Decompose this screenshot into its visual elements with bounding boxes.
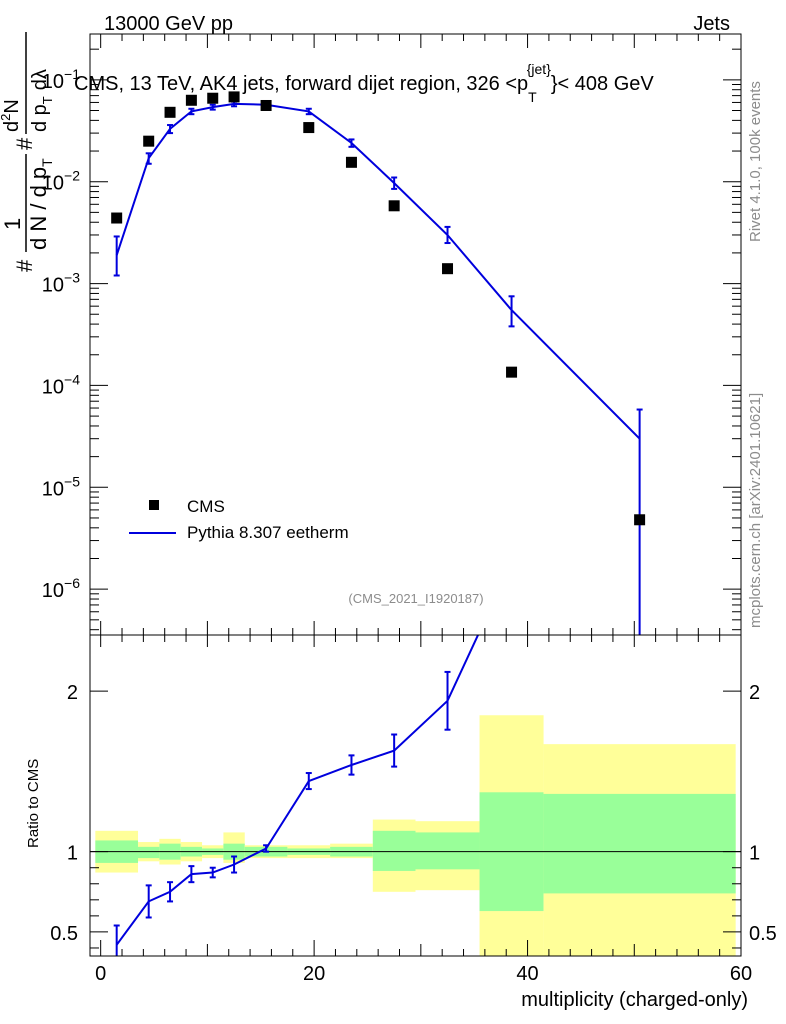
analysis-group-label: Jets <box>693 13 730 35</box>
x-tick-label: 20 <box>303 963 325 985</box>
cms-data-point <box>634 514 646 526</box>
cms-data-point <box>111 212 123 224</box>
ratio-y-tick-label-right: 2 <box>749 682 760 704</box>
ratio-ticks: 0.5 0.51 12 20 20 40 60 <box>50 635 777 985</box>
cms-data-point <box>143 135 155 147</box>
svg-text:d2N: d2N <box>0 99 23 132</box>
x-tick-label: 60 <box>730 963 752 985</box>
x-tick-label: 0 <box>95 963 106 985</box>
svg-text:d pTdλ: d pTdλ <box>29 69 55 132</box>
main-y-axis-label: # 1 d N / d pT # d2N d pTdλ <box>0 32 55 272</box>
ratio-uncertainty-bands <box>95 715 736 956</box>
plot-title: CMS, 13 TeV, AK4 jets, forward dijet reg… <box>74 61 654 105</box>
mcplots-label: mcplots.cern.ch [arXiv:2401.10621] <box>747 393 764 628</box>
svg-text:#: # <box>12 259 37 272</box>
cms-data-point <box>164 106 176 118</box>
main-y-tick-label: 10−5 <box>42 473 80 500</box>
ratio-plot-frame <box>89 634 742 957</box>
x-tick-label: 40 <box>516 963 538 985</box>
ratio-y-tick-label: 0.5 <box>50 923 78 945</box>
main-y-tick-label: 10−3 <box>42 270 80 297</box>
ratio-y-tick-label-right: 0.5 <box>749 923 777 945</box>
ratio-y-tick-label: 2 <box>67 682 78 704</box>
main-y-ticks: 10−1 10−2 10−3 10−4 10−5 10−6 <box>42 34 742 635</box>
legend-cms-label: CMS <box>187 497 225 516</box>
ratio-green-band <box>415 832 480 870</box>
ratio-curve-group <box>113 635 480 956</box>
cms-data-point <box>303 122 315 134</box>
ratio-green-band <box>543 793 736 894</box>
ratio-green-band <box>138 846 160 859</box>
pythia-line <box>115 102 641 440</box>
main-y-tick-label: 10−1 <box>42 66 80 93</box>
cms-data-point <box>442 263 454 275</box>
svg-text:1: 1 <box>0 218 25 230</box>
cms-data-point <box>345 156 357 168</box>
rivet-version-label: Rivet 4.1.0, 100k events <box>747 81 764 242</box>
cms-data-point <box>260 99 272 111</box>
x-axis-label: multiplicity (charged-only) <box>521 989 748 1011</box>
main-plot-frame <box>89 33 742 636</box>
cms-data-point <box>185 94 197 106</box>
ratio-y-tick-label: 1 <box>67 843 78 865</box>
main-y-tick-label: 10−6 <box>42 575 80 602</box>
ratio-data-layer <box>113 635 480 956</box>
main-y-tick-label: 10−2 <box>42 168 80 195</box>
cms-data-point <box>506 366 518 378</box>
legend: CMS Pythia 8.307 eetherm <box>129 497 349 542</box>
main-y-tick-label: 10−4 <box>42 371 80 398</box>
cms-data-point <box>388 200 400 212</box>
legend-cms-marker <box>149 500 159 510</box>
energy-label: 13000 GeV pp <box>104 13 233 35</box>
cms-data-point <box>207 92 219 104</box>
main-data-layer <box>111 91 646 635</box>
svg-text:#: # <box>12 137 37 150</box>
svg-text:d N / d pT: d N / d pT <box>26 158 55 250</box>
ratio-y-tick-label-right: 1 <box>749 843 760 865</box>
legend-pythia-label: Pythia 8.307 eetherm <box>187 523 349 542</box>
ratio-green-band <box>372 830 416 871</box>
analysis-id-watermark: (CMS_2021_I1920187) <box>348 591 483 606</box>
ratio-line <box>115 635 480 946</box>
cms-data-point <box>228 91 240 103</box>
ratio-y-axis-label: Ratio to CMS <box>25 759 42 848</box>
